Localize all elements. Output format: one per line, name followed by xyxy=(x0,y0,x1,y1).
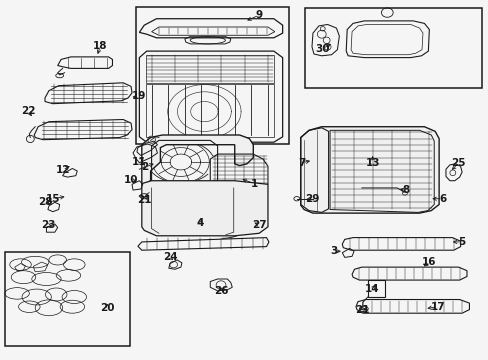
Text: 4: 4 xyxy=(196,218,204,228)
Text: 10: 10 xyxy=(123,175,138,185)
Bar xyxy=(136,7,289,144)
Text: 5: 5 xyxy=(458,237,465,247)
Text: 14: 14 xyxy=(365,284,379,294)
Text: 22: 22 xyxy=(21,106,36,116)
Text: 26: 26 xyxy=(213,286,228,296)
Text: 21: 21 xyxy=(137,195,151,205)
Text: 9: 9 xyxy=(255,10,262,20)
Polygon shape xyxy=(142,135,253,184)
Text: 23: 23 xyxy=(41,220,55,230)
Text: 25: 25 xyxy=(450,158,465,168)
Text: 7: 7 xyxy=(298,158,305,168)
Text: 27: 27 xyxy=(251,220,266,230)
Text: 8: 8 xyxy=(402,185,408,195)
Text: 20: 20 xyxy=(100,303,115,313)
Text: 18: 18 xyxy=(93,41,107,51)
Text: 1: 1 xyxy=(250,179,257,189)
Bar xyxy=(5,252,129,346)
Text: 21: 21 xyxy=(355,305,369,315)
Text: 15: 15 xyxy=(45,194,60,204)
Text: 19: 19 xyxy=(132,91,146,102)
Bar xyxy=(305,8,481,88)
Text: 12: 12 xyxy=(55,165,70,175)
Text: 16: 16 xyxy=(421,257,436,267)
Polygon shape xyxy=(300,127,438,213)
Text: 2: 2 xyxy=(141,162,147,172)
Text: 17: 17 xyxy=(429,302,444,312)
Polygon shape xyxy=(142,181,267,236)
Text: 28: 28 xyxy=(38,197,52,207)
Text: 29: 29 xyxy=(304,194,319,204)
Text: 13: 13 xyxy=(365,158,379,168)
Bar xyxy=(367,280,384,297)
Text: 11: 11 xyxy=(132,157,146,167)
Text: 3: 3 xyxy=(329,246,336,256)
Text: 6: 6 xyxy=(438,194,445,204)
Text: 30: 30 xyxy=(315,44,329,54)
Text: 24: 24 xyxy=(163,252,177,262)
